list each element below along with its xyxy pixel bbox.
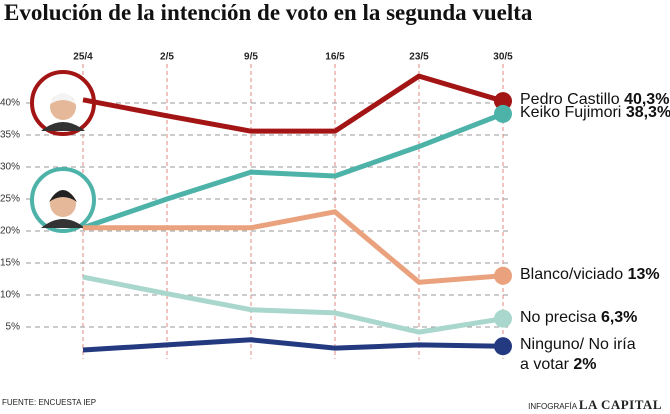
series-line	[82, 111, 504, 231]
legend-name: Pedro Castillo	[520, 91, 620, 109]
x-tick-label: 2/5	[160, 52, 174, 63]
x-tick-label: 25/4	[73, 52, 93, 63]
y-tick-label: 15%	[0, 258, 20, 269]
y-tick-label: 35%	[0, 130, 20, 141]
series-label: Pedro Castillo 40,3%	[520, 90, 669, 110]
y-tick-label: 25%	[0, 194, 20, 205]
legend-name: No precisa	[520, 308, 597, 326]
legend-name: Blanco/viciado	[520, 265, 624, 283]
y-tick-label: 5%	[6, 322, 21, 333]
y-tick-label: 30%	[0, 162, 20, 173]
end-marker	[494, 337, 512, 356]
chart-title: Evolución de la intención de voto en la …	[4, 0, 533, 25]
source: FUENTE: ENCUESTA IEP	[2, 398, 97, 407]
series-label: No precisa 6,3%	[520, 308, 637, 328]
portrait-body	[41, 122, 85, 131]
x-tick-label: 23/5	[409, 52, 429, 63]
legend-name: Ninguno/ No iría a votar	[520, 336, 636, 374]
value-label: 6,3%	[600, 308, 638, 326]
brand: LA CAPITAL	[578, 397, 662, 412]
portrait	[30, 167, 96, 233]
value-label: 38,3%	[625, 103, 670, 121]
x-tick-label: 9/5	[244, 52, 258, 63]
value-label: 40,3%	[624, 91, 670, 109]
y-tick-label: 10%	[0, 290, 20, 301]
y-tick-label: 20%	[0, 226, 20, 237]
series-line	[82, 274, 504, 335]
series-label: Blanco/viciado 13%	[520, 265, 660, 285]
end-marker	[494, 104, 512, 123]
x-tick-label: 30/5	[493, 52, 513, 63]
credit: INFOGRAFÍA LA CAPITAL	[528, 397, 662, 413]
series-line	[82, 337, 504, 353]
portrait-body	[41, 219, 85, 228]
credit-label: INFOGRAFÍA	[528, 402, 577, 411]
series-line	[83, 209, 504, 285]
series-label: Ninguno/ No iría a votar 2%	[520, 335, 642, 375]
legend-name: Keiko Fujimori	[520, 103, 622, 121]
series-label: Keiko Fujimori 38,3%	[520, 103, 670, 123]
portrait-hair	[49, 93, 77, 105]
end-marker	[494, 309, 512, 328]
portrait-hair	[49, 190, 77, 202]
portrait	[30, 70, 96, 136]
end-marker	[494, 266, 512, 285]
x-tick-label: 16/5	[325, 52, 345, 63]
end-marker	[494, 92, 512, 111]
series-line	[82, 73, 504, 134]
value-label: 2%	[573, 356, 597, 374]
y-tick-label: 40%	[0, 98, 20, 109]
value-label: 13%	[627, 265, 660, 283]
